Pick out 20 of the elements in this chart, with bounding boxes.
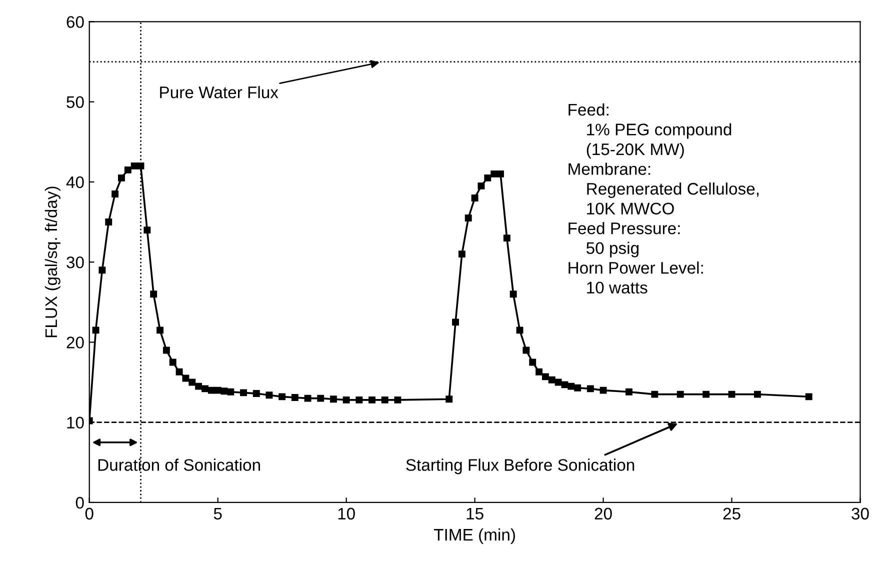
x-tick-label: 25 [723,508,740,520]
annotation: Pure Water Flux [160,86,278,98]
y-tick-label: 60 [66,16,84,28]
y-tick-label: 0 [76,496,84,509]
y-tick-label: 30 [66,256,84,268]
x-tick-label: 15 [466,508,484,520]
text: Feed: 1% PEG compound (15-20K MW) Membrane: Regenerated Cellulose, 10K MWCO Feed Pressure: 50 psig Horn Power Level: 10 watts [568,103,759,294]
x-axis-title: TIME (min) [434,528,515,544]
annotation: Duration of Sonication [98,458,260,471]
x-tick-label: 30 [852,508,869,520]
y-tick-label: 50 [66,96,84,108]
x-tick-label: 10 [338,508,355,520]
x-tick-label: 5 [214,508,222,520]
y-tick-label: 20 [66,336,84,348]
y-tick-label: 10 [67,416,84,429]
x-tick-label: 0 [85,508,94,520]
y-axis-title: FLUX (gal/sq. ft/day) [44,186,60,338]
x-tick-label: 20 [594,508,612,520]
annotation: Starting Flux Before Sonication [406,458,634,474]
y-tick-label: 40 [66,176,84,188]
